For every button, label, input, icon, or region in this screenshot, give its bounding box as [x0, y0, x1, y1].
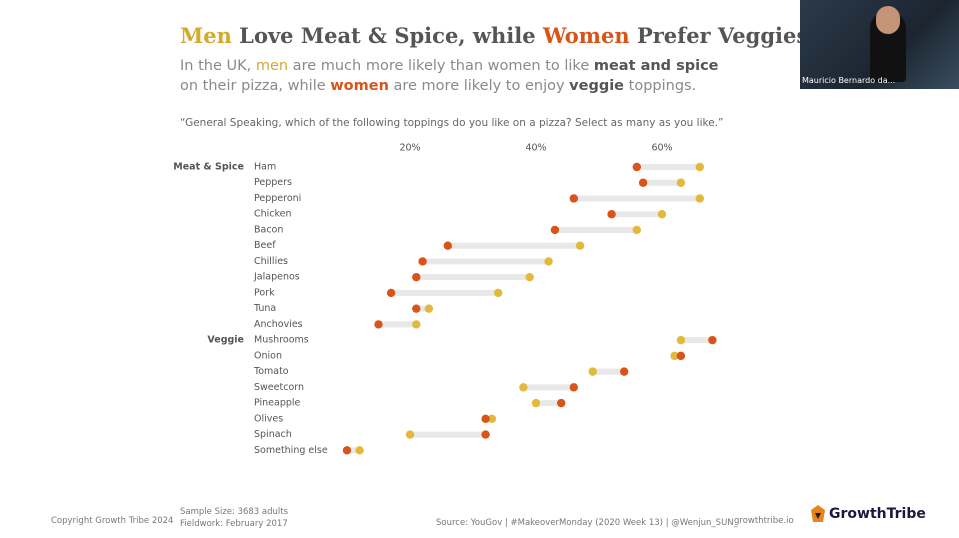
face [876, 6, 900, 34]
dot [708, 335, 717, 345]
dot [676, 335, 686, 345]
webcam-name: Mauricio Bernardo da... [802, 76, 896, 85]
dot [569, 194, 578, 203]
category-label: Tomato [253, 366, 289, 377]
webcam: Mauricio Bernardo da... [800, 0, 959, 89]
group-label: Veggie [207, 335, 244, 346]
category-label: Chillies [254, 256, 288, 267]
category-label: Sweetcorn [254, 382, 304, 393]
dot [342, 446, 352, 455]
source: Source: YouGov | #MakeoverMonday (2020 W… [436, 518, 738, 528]
category-label: Beef [254, 240, 276, 251]
category-label: Mushrooms [254, 335, 309, 346]
category-label: Peppers [254, 177, 292, 188]
dot [412, 272, 421, 282]
category-label: Jalapenos [253, 272, 300, 283]
category-label: Onion [254, 350, 282, 361]
dot [569, 383, 578, 392]
dot [657, 210, 667, 219]
dot [676, 178, 686, 187]
dot [620, 367, 629, 376]
subtitle-part: men [255, 58, 289, 74]
x-tick-label: 20% [399, 143, 420, 154]
category-label: Ham [254, 162, 276, 173]
subtitle-part: meat and spice [593, 58, 719, 74]
fieldwork: Fieldwork: February 2017 [180, 519, 288, 529]
category-label: Pineapple [254, 398, 301, 409]
sample-size: Sample Size: 3683 adults [180, 507, 289, 517]
subtitle-part: on their pizza, while [180, 78, 331, 94]
title-part: Prefer Veggies [629, 23, 809, 48]
category-label: Something else [254, 445, 328, 456]
dot [487, 414, 497, 424]
category-label: Chicken [254, 209, 292, 220]
logo: GrowthTribe [810, 504, 926, 524]
subtitle-part: toppings. [624, 78, 697, 94]
dot [418, 257, 427, 266]
dot [670, 351, 679, 361]
site: growthtribe.io [734, 516, 794, 526]
subtitle-part: In the UK, [180, 58, 256, 74]
dot [632, 225, 641, 235]
dot [519, 383, 528, 392]
x-tick-label: 40% [525, 143, 546, 154]
dot [481, 430, 490, 439]
dot [550, 225, 560, 235]
category-label: Pepperoni [254, 193, 301, 204]
dot [355, 446, 364, 455]
logo-icon [811, 505, 825, 522]
dot [494, 288, 503, 298]
x-tick-label: 60% [651, 143, 672, 154]
category-label: Tuna [253, 303, 276, 314]
dot [525, 272, 534, 282]
dot [544, 257, 553, 266]
chart-title: Men Love Meat & Spice, while Women Prefe… [180, 23, 808, 48]
dot [481, 414, 490, 424]
dot [607, 210, 616, 219]
category-label: Olives [254, 413, 283, 424]
dot [412, 320, 421, 329]
group-label: Meat & Spice [173, 162, 244, 173]
subtitle: In the UK, men are much more likely than… [180, 56, 740, 96]
dot [632, 162, 641, 172]
dot [412, 304, 421, 313]
dot [374, 320, 383, 329]
subtitle-part: women [330, 78, 389, 94]
dot [695, 162, 704, 172]
dot [386, 288, 396, 298]
dot [676, 351, 686, 361]
logo-text: GrowthTribe [829, 506, 926, 522]
title-part: Love Meat & Spice, while [231, 23, 543, 48]
dot [443, 241, 452, 250]
subtitle-part: veggie [569, 78, 625, 94]
title-part: Men [180, 23, 232, 48]
category-label: Pork [254, 287, 275, 298]
category-label: Spinach [254, 429, 292, 440]
subtitle-part: are much more likely than women to like [288, 58, 594, 74]
title-part: Women [542, 23, 630, 48]
question: “General Speaking, which of the followin… [180, 117, 724, 129]
subtitle-part: are more likely to enjoy [388, 78, 570, 94]
dot [405, 430, 415, 439]
copyright: Copyright Growth Tribe 2024 [51, 516, 174, 526]
category-label: Anchovies [254, 319, 303, 330]
dot [588, 367, 597, 376]
dot [424, 304, 434, 313]
dot [557, 398, 566, 408]
dot [575, 241, 585, 250]
dot [638, 178, 648, 187]
category-label: Bacon [254, 224, 283, 235]
dot [695, 194, 704, 203]
dot [531, 398, 541, 408]
